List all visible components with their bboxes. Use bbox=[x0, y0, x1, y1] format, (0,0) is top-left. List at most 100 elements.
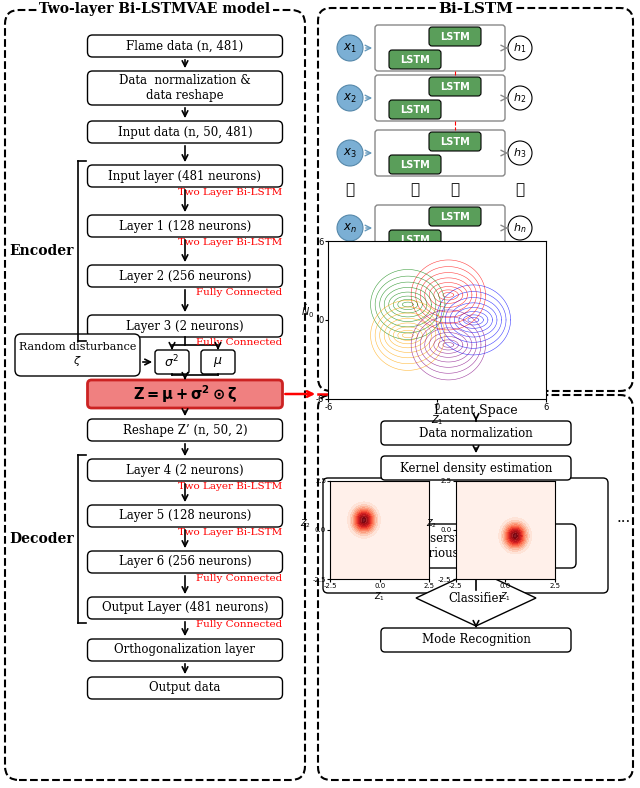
Text: Orthogonalization layer: Orthogonalization layer bbox=[115, 644, 255, 656]
FancyBboxPatch shape bbox=[88, 551, 282, 573]
Text: Fully Connected: Fully Connected bbox=[196, 288, 282, 297]
FancyBboxPatch shape bbox=[88, 419, 282, 441]
FancyBboxPatch shape bbox=[389, 100, 441, 119]
Text: Latent Space: Latent Space bbox=[434, 403, 518, 417]
FancyBboxPatch shape bbox=[15, 334, 140, 376]
Text: $x_1$: $x_1$ bbox=[343, 42, 357, 54]
Text: Fully Connected: Fully Connected bbox=[196, 338, 282, 347]
FancyBboxPatch shape bbox=[88, 165, 282, 187]
FancyBboxPatch shape bbox=[429, 27, 481, 46]
Circle shape bbox=[508, 141, 532, 165]
Text: Two Layer Bi-LSTM: Two Layer Bi-LSTM bbox=[179, 188, 282, 197]
Text: Data normalization: Data normalization bbox=[419, 426, 533, 440]
FancyBboxPatch shape bbox=[376, 524, 576, 568]
Text: ⋮: ⋮ bbox=[451, 184, 460, 198]
Circle shape bbox=[337, 85, 363, 111]
X-axis label: $Z_1$: $Z_1$ bbox=[374, 591, 385, 604]
Text: Flame data (n, 481): Flame data (n, 481) bbox=[126, 39, 244, 53]
Text: $\mu$: $\mu$ bbox=[213, 355, 223, 369]
FancyBboxPatch shape bbox=[155, 350, 189, 374]
Text: WD Classifier: WD Classifier bbox=[418, 388, 534, 402]
FancyBboxPatch shape bbox=[375, 130, 505, 176]
Text: $h_1$: $h_1$ bbox=[513, 41, 527, 55]
Circle shape bbox=[337, 140, 363, 166]
FancyBboxPatch shape bbox=[88, 121, 282, 143]
Text: Bi-LSTM: Bi-LSTM bbox=[438, 2, 513, 16]
Text: LSTM: LSTM bbox=[440, 32, 470, 42]
Text: ⋮: ⋮ bbox=[515, 184, 525, 198]
Circle shape bbox=[508, 86, 532, 110]
Text: Random disturbance
$\zeta$: Random disturbance $\zeta$ bbox=[19, 342, 136, 368]
Text: Two Layer Bi-LSTM: Two Layer Bi-LSTM bbox=[179, 482, 282, 491]
Text: LSTM: LSTM bbox=[440, 81, 470, 91]
Text: Two Layer Bi-LSTM: Two Layer Bi-LSTM bbox=[179, 528, 282, 537]
FancyBboxPatch shape bbox=[429, 132, 481, 151]
Circle shape bbox=[508, 36, 532, 60]
FancyBboxPatch shape bbox=[375, 205, 505, 251]
Text: Kernel density estimation: Kernel density estimation bbox=[400, 462, 552, 474]
Text: LSTM: LSTM bbox=[440, 211, 470, 221]
FancyBboxPatch shape bbox=[375, 25, 505, 71]
Text: Layer 1 (128 neurons): Layer 1 (128 neurons) bbox=[119, 220, 251, 232]
Text: $x_2$: $x_2$ bbox=[343, 91, 357, 105]
FancyBboxPatch shape bbox=[88, 677, 282, 699]
Text: LSTM: LSTM bbox=[400, 105, 430, 114]
Text: $\mathbf{Z = \mu + \sigma^2 \odot \zeta}$: $\mathbf{Z = \mu + \sigma^2 \odot \zeta}… bbox=[133, 383, 237, 405]
Text: Decoder: Decoder bbox=[9, 532, 74, 546]
FancyBboxPatch shape bbox=[88, 380, 282, 408]
X-axis label: $Z_1$: $Z_1$ bbox=[500, 591, 511, 604]
Text: Two-layer Bi-LSTMVAE model: Two-layer Bi-LSTMVAE model bbox=[40, 2, 271, 16]
Text: Output Layer (481 neurons): Output Layer (481 neurons) bbox=[102, 601, 268, 615]
FancyBboxPatch shape bbox=[88, 265, 282, 287]
FancyBboxPatch shape bbox=[88, 459, 282, 481]
Text: Input data (n, 50, 481): Input data (n, 50, 481) bbox=[118, 125, 252, 139]
Text: Mode Recognition: Mode Recognition bbox=[422, 634, 531, 646]
Text: $\sigma^2$: $\sigma^2$ bbox=[164, 354, 180, 370]
FancyBboxPatch shape bbox=[429, 77, 481, 96]
FancyBboxPatch shape bbox=[381, 421, 571, 445]
FancyBboxPatch shape bbox=[88, 35, 282, 57]
Text: Layer 3 (2 neurons): Layer 3 (2 neurons) bbox=[126, 319, 244, 333]
Y-axis label: $\hat{N}_0$: $\hat{N}_0$ bbox=[301, 302, 314, 320]
X-axis label: $Z_1$: $Z_1$ bbox=[431, 413, 444, 427]
Text: Input layer (481 neurons): Input layer (481 neurons) bbox=[109, 169, 262, 183]
Circle shape bbox=[337, 35, 363, 61]
FancyBboxPatch shape bbox=[389, 155, 441, 174]
Text: Backward Path: Backward Path bbox=[439, 376, 518, 385]
Text: LSTM: LSTM bbox=[400, 159, 430, 169]
FancyBboxPatch shape bbox=[88, 71, 282, 105]
FancyBboxPatch shape bbox=[201, 350, 235, 374]
FancyBboxPatch shape bbox=[88, 505, 282, 527]
Text: $h_n$: $h_n$ bbox=[513, 221, 527, 235]
FancyBboxPatch shape bbox=[381, 628, 571, 652]
Circle shape bbox=[508, 216, 532, 240]
FancyBboxPatch shape bbox=[88, 639, 282, 661]
FancyBboxPatch shape bbox=[429, 207, 481, 226]
Text: $x_n$: $x_n$ bbox=[343, 221, 357, 235]
Text: Classifier: Classifier bbox=[448, 592, 504, 604]
Circle shape bbox=[337, 215, 363, 241]
Text: Layer 6 (256 neurons): Layer 6 (256 neurons) bbox=[118, 556, 252, 568]
Text: Reshape Z’ (n, 50, 2): Reshape Z’ (n, 50, 2) bbox=[123, 423, 247, 437]
FancyBboxPatch shape bbox=[389, 50, 441, 69]
Text: $h_2$: $h_2$ bbox=[513, 91, 527, 105]
Text: Forward Path: Forward Path bbox=[354, 376, 425, 385]
Y-axis label: $Z_2$: $Z_2$ bbox=[426, 518, 436, 530]
Text: LSTM: LSTM bbox=[400, 235, 430, 244]
Text: ⋮: ⋮ bbox=[346, 184, 355, 198]
Polygon shape bbox=[416, 570, 536, 626]
Text: Encoder: Encoder bbox=[9, 244, 74, 258]
Text: Two Layer Bi-LSTM: Two Layer Bi-LSTM bbox=[179, 238, 282, 247]
Text: Output data: Output data bbox=[149, 682, 221, 694]
Text: Fully Connected: Fully Connected bbox=[196, 620, 282, 629]
FancyBboxPatch shape bbox=[88, 597, 282, 619]
Y-axis label: $Z_2$: $Z_2$ bbox=[300, 518, 311, 530]
FancyBboxPatch shape bbox=[389, 230, 441, 249]
Text: Layer 2 (256 neurons): Layer 2 (256 neurons) bbox=[119, 269, 252, 283]
Text: Layer 4 (2 neurons): Layer 4 (2 neurons) bbox=[126, 463, 244, 477]
FancyBboxPatch shape bbox=[88, 215, 282, 237]
Text: Wasserstein distance of
various distributions: Wasserstein distance of various distribu… bbox=[406, 532, 547, 560]
Text: $x_3$: $x_3$ bbox=[343, 147, 357, 159]
Text: $h_3$: $h_3$ bbox=[513, 146, 527, 160]
Text: ...: ... bbox=[617, 511, 631, 525]
